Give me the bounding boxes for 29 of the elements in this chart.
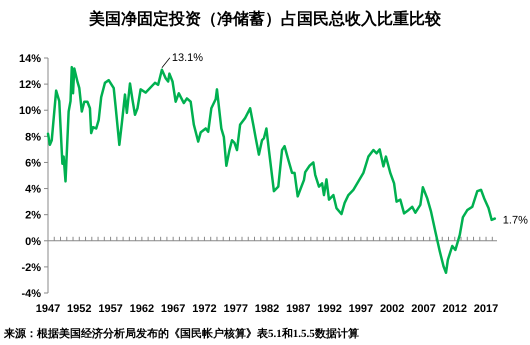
x-tick-label: 1952	[67, 303, 92, 315]
x-tick-label: 2012	[442, 303, 467, 315]
x-tick-label: 2007	[411, 303, 436, 315]
x-tick-label: 2002	[380, 303, 404, 315]
x-tick-label: 1957	[98, 303, 123, 315]
x-tick-label: 1992	[317, 303, 342, 315]
x-tick-label: 1947	[36, 303, 60, 315]
y-tick-label: 0%	[25, 236, 42, 248]
annotation: 13.1%	[172, 52, 204, 64]
x-tick-label: 1997	[348, 303, 374, 315]
y-tick-label: 2%	[25, 210, 42, 222]
y-tick-label: 14%	[18, 53, 42, 65]
x-tick-label: 1967	[160, 303, 186, 315]
y-tick-label: 10%	[18, 105, 42, 118]
y-tick-label: 8%	[25, 131, 42, 144]
y-tick-label: 6%	[25, 157, 42, 170]
y-tick-label: -2%	[21, 262, 42, 274]
x-tick-label: 1987	[286, 303, 311, 315]
x-tick-label: 1972	[192, 303, 217, 315]
source-note: 来源：根据美国经济分析局发布的《国民帐户核算》表5.1和1.5.5数据计算	[3, 327, 359, 340]
x-tick-label: 1977	[223, 303, 248, 315]
x-tick-label: 1982	[254, 303, 280, 315]
y-tick-label: 12%	[18, 79, 42, 92]
y-tick-label: 4%	[25, 184, 42, 196]
x-tick-label: 2017	[474, 303, 498, 315]
annotation: 1.7%	[502, 214, 528, 227]
x-tick-label: 1962	[130, 303, 154, 315]
y-tick-label: -4%	[21, 288, 42, 300]
chart-title: 美国净固定投资（净储蓄）占国民总收入比重比较	[88, 9, 442, 28]
